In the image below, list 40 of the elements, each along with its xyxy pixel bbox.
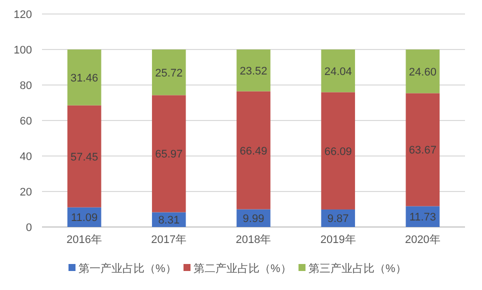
data-label: 57.45: [70, 151, 98, 164]
bar: [236, 50, 270, 92]
legend-label: 第二产业占比（%）: [194, 262, 292, 275]
data-label: 24.04: [324, 66, 352, 78]
bar: [152, 95, 186, 212]
y-tick-label: 0: [26, 222, 32, 234]
data-label: 8.31: [158, 214, 180, 227]
y-tick-label: 80: [20, 80, 32, 92]
data-label: 11.73: [409, 212, 436, 224]
data-label: 23.52: [240, 65, 268, 78]
y-tick-label: 60: [20, 116, 32, 128]
data-label: 11.09: [70, 212, 98, 224]
x-tick-label: 2019年: [320, 234, 356, 246]
data-label: 9.87: [327, 213, 349, 226]
legend-label: 第一产业占比（%）: [78, 262, 176, 275]
y-tick-label: 40: [20, 151, 32, 163]
x-tick-label: 2020年: [404, 234, 440, 246]
bar: [67, 50, 102, 106]
bar: [152, 50, 186, 96]
data-label: 25.72: [155, 67, 183, 80]
bar: [406, 93, 440, 206]
x-tick-label: 2017年: [151, 234, 187, 246]
x-tick-label: 2016年: [66, 234, 102, 246]
bar: [406, 50, 440, 94]
bar: [67, 105, 102, 208]
bar: [321, 92, 356, 210]
bar: [236, 91, 270, 210]
y-tick-label: 20: [20, 186, 32, 198]
data-label: 66.09: [324, 146, 352, 158]
y-tick-label: 100: [14, 44, 32, 56]
bar: [321, 50, 356, 92]
data-label: 24.60: [408, 66, 436, 78]
x-tick-label: 2018年: [236, 234, 272, 246]
data-label: 65.97: [155, 148, 183, 161]
data-label: 9.99: [242, 213, 264, 226]
y-tick-label: 120: [14, 9, 32, 21]
legend-label: 第三产业占比（%）: [308, 262, 406, 275]
data-label: 63.67: [408, 144, 436, 157]
data-label: 31.46: [70, 72, 98, 84]
data-label: 66.49: [240, 145, 268, 158]
